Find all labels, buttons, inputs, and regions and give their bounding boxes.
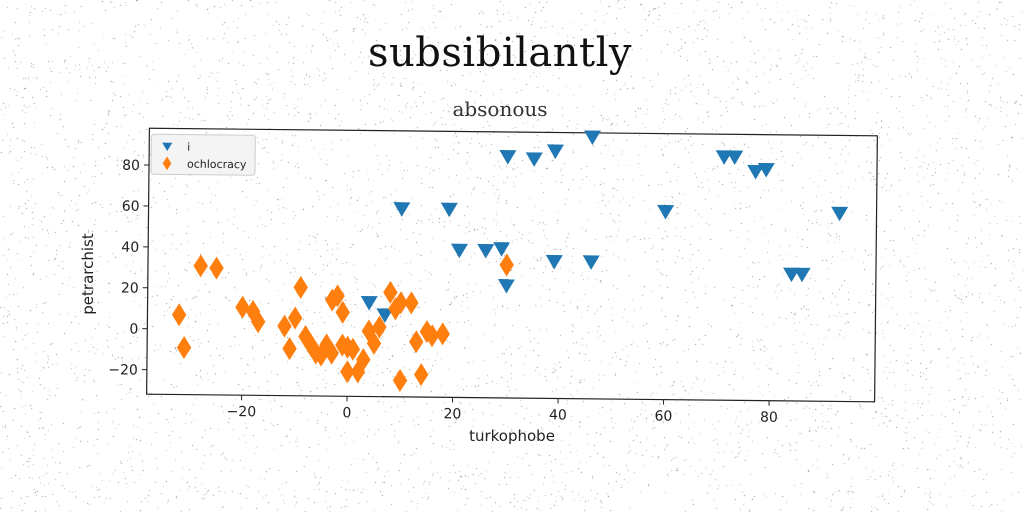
x-tick-label: 60 xyxy=(654,409,672,425)
triangle-point xyxy=(657,204,675,220)
triangle-point xyxy=(546,144,564,159)
diamond-point xyxy=(404,291,419,315)
triangle-point xyxy=(440,202,458,218)
diamond-point xyxy=(303,333,318,357)
triangle-point xyxy=(757,162,775,178)
diamond-point xyxy=(277,314,292,338)
diamond-point xyxy=(383,280,398,304)
diamond-point xyxy=(435,322,450,346)
legend-marker xyxy=(162,156,172,171)
diamond-point xyxy=(319,333,334,357)
triangle-point xyxy=(498,278,516,294)
y-axis-label: petrarchist xyxy=(79,233,97,315)
diamond-point xyxy=(356,348,371,372)
diamond-point xyxy=(235,295,250,319)
diamond-point xyxy=(293,275,308,299)
legend-marker xyxy=(162,142,173,152)
plot-frame xyxy=(146,127,878,403)
plot-area: −20 0 20 40 60 80 −20 0 20 40 60 80 i ochlocracy xyxy=(108,127,878,426)
diamond-point xyxy=(282,337,297,361)
triangle-point xyxy=(584,130,602,146)
x-tick-label: 40 xyxy=(549,407,567,423)
y-tick-label: 60 xyxy=(122,199,140,215)
y-tick-label: 40 xyxy=(121,240,139,256)
diamond-point xyxy=(499,253,514,277)
diamond-point xyxy=(345,337,361,361)
y-tick-label: 0 xyxy=(129,322,138,338)
y-tick-label: 80 xyxy=(122,158,140,174)
triangle-point xyxy=(793,267,811,283)
diamond-point xyxy=(209,256,224,280)
y-axis-ticks: −20 0 20 40 60 80 xyxy=(108,158,150,379)
page-title: subsibilantly xyxy=(368,30,632,76)
triangle-point xyxy=(477,243,495,259)
legend: i ochlocracy xyxy=(150,133,256,176)
diamond-point xyxy=(298,325,313,349)
diamond-point xyxy=(340,360,355,384)
triangle-point xyxy=(376,308,394,323)
triangle-point xyxy=(499,150,517,165)
diamond-point xyxy=(176,336,192,360)
triangle-point xyxy=(831,206,849,222)
x-tick-label: −20 xyxy=(227,404,257,420)
triangle-point xyxy=(360,295,378,311)
x-tick-label: 80 xyxy=(760,410,778,426)
diamond-point xyxy=(335,333,350,357)
triangle-point xyxy=(450,243,468,259)
y-tick-label: 20 xyxy=(121,281,139,297)
legend-box xyxy=(150,133,256,176)
diamond-point xyxy=(424,324,440,348)
x-tick-label: 0 xyxy=(342,405,351,421)
x-axis-ticks: −20 0 20 40 60 80 xyxy=(227,395,778,426)
diamond-point xyxy=(330,284,345,308)
diamond-point xyxy=(171,303,187,327)
triangle-point xyxy=(726,150,744,165)
data-marks xyxy=(171,130,849,392)
triangle-point xyxy=(747,164,765,180)
triangle-point xyxy=(393,202,411,217)
x-tick-label: 20 xyxy=(443,406,461,422)
diamond-point xyxy=(250,310,266,334)
triangle-point xyxy=(582,255,600,270)
triangle-point xyxy=(525,152,543,167)
triangle-point xyxy=(545,254,563,270)
y-tick-label: −20 xyxy=(108,362,138,378)
chart-subtitle: absonous xyxy=(452,97,547,121)
diamond-point xyxy=(335,300,350,324)
diamond-point xyxy=(419,320,435,344)
legend-label: ochlocracy xyxy=(187,158,247,172)
x-axis-label: turkophobe xyxy=(469,427,555,445)
diamond-point xyxy=(366,331,382,355)
diamond-point xyxy=(245,299,261,323)
diamond-point xyxy=(361,319,377,343)
diamond-point xyxy=(393,291,409,315)
diamond-point xyxy=(287,306,303,330)
diamond-point xyxy=(409,330,424,354)
legend-label: i xyxy=(187,141,190,154)
diamond-point xyxy=(193,254,208,278)
diamond-point xyxy=(413,363,429,387)
diamond-point xyxy=(372,315,387,339)
diamond-point xyxy=(392,368,408,392)
diamond-point xyxy=(324,341,339,365)
triangle-point xyxy=(493,242,511,257)
